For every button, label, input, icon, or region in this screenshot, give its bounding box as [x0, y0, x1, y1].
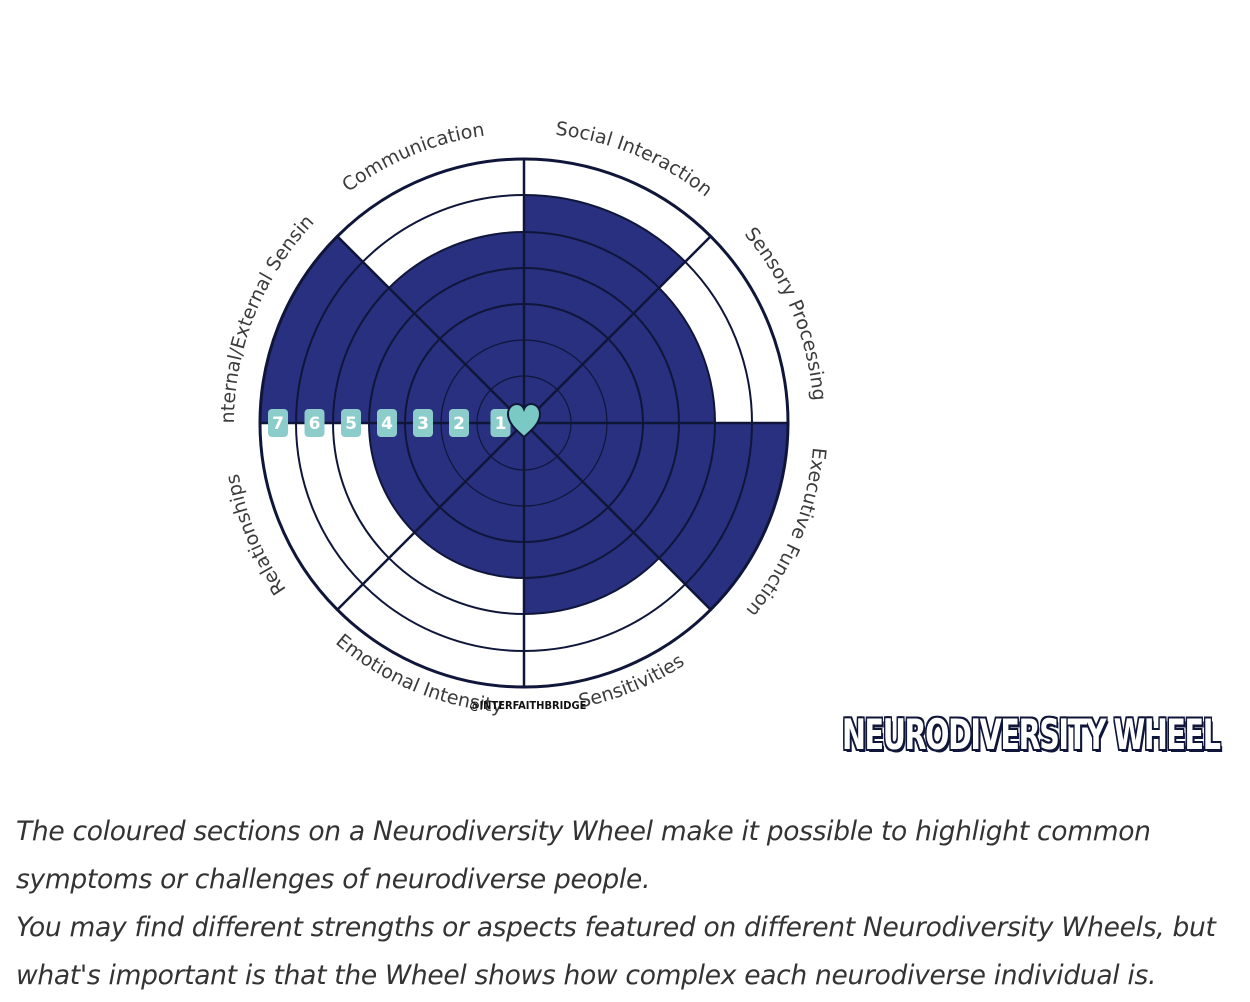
caption-line-1: The coloured sections on a Neurodiversit… — [16, 816, 1151, 847]
segment-label-sensory-processing: Sensory Processing — [740, 223, 830, 402]
scale-badge-3: 3 — [413, 409, 433, 437]
segment-label-relationships: Relationships — [222, 472, 291, 599]
spoke — [336, 422, 525, 611]
caption-line-4: what's important is that the Wheel shows… — [16, 960, 1157, 991]
segment-label-social-interaction: Social Interaction — [554, 118, 716, 201]
wheel-title: NEURODIVERSITY WHEEL — [842, 710, 1221, 759]
svg-text:1: 1 — [495, 414, 507, 434]
spoke — [336, 235, 525, 424]
spoke — [523, 235, 712, 424]
segment-fill-internal-external-sensing — [259, 236, 524, 423]
caption-line-2: symptoms or challenges of neurodiverse p… — [16, 864, 651, 895]
scale-badge-5: 5 — [341, 409, 361, 437]
caption-line-3: You may find different strengths or aspe… — [16, 912, 1216, 943]
segment-fill-sensitivities — [524, 423, 660, 615]
svg-text:6: 6 — [309, 414, 321, 434]
caption: The coloured sections on a Neurodiversit… — [16, 808, 1246, 1000]
scale-badge-2: 2 — [449, 409, 469, 437]
svg-text:2: 2 — [453, 414, 465, 434]
scale-badge-6: 6 — [304, 409, 325, 437]
svg-text:5: 5 — [345, 414, 357, 434]
scale-badge-7: 7 — [268, 409, 288, 437]
segment-fill-social-interaction — [524, 195, 686, 423]
svg-text:4: 4 — [381, 414, 393, 434]
heart-icon — [506, 402, 542, 439]
svg-text:7: 7 — [272, 414, 284, 434]
scale-badge-1: 1 — [490, 409, 511, 437]
credit-handle: @INTERFAITHBRIDGE — [470, 699, 587, 712]
segment-fill-communication — [388, 231, 524, 423]
segment-label-sensitivities: Sensitivities — [577, 650, 689, 713]
scale-badge-4: 4 — [377, 409, 397, 437]
spoke — [523, 422, 712, 611]
svg-text:3: 3 — [417, 414, 429, 434]
segment-fill-sensory-processing — [524, 287, 715, 423]
neurodiversity-wheel: Social Interaction Sensory Processing Ex… — [0, 0, 830, 717]
segment-fill-executive-function — [524, 423, 788, 610]
